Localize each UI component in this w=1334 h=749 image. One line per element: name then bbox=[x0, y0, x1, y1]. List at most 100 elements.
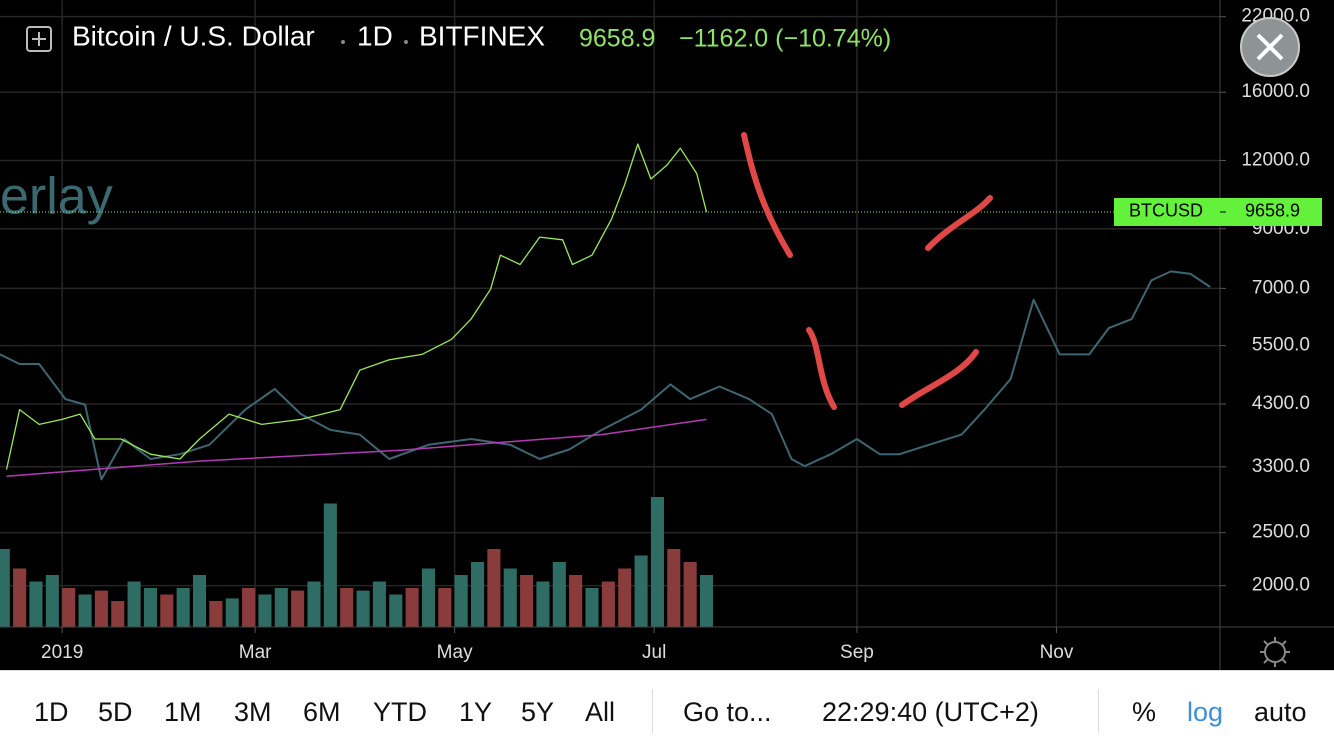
x-tick-label: Mar bbox=[239, 642, 272, 663]
volume-bar bbox=[503, 568, 517, 627]
add-symbol-icon[interactable] bbox=[26, 26, 52, 52]
dot bbox=[404, 40, 408, 44]
volume-bar bbox=[421, 568, 436, 627]
volume-bar bbox=[192, 575, 207, 627]
volume-bar bbox=[618, 568, 632, 627]
separator bbox=[652, 689, 653, 733]
separator bbox=[1098, 689, 1099, 733]
red-stroke bbox=[806, 327, 837, 410]
volume-bar bbox=[667, 549, 681, 627]
volume-bar bbox=[258, 594, 272, 627]
goto-button[interactable]: Go to... bbox=[683, 697, 772, 727]
volume-bar bbox=[372, 581, 386, 627]
range-button[interactable]: YTD bbox=[373, 697, 427, 727]
range-button[interactable]: 5Y bbox=[521, 697, 555, 727]
interval: 1D bbox=[357, 20, 393, 51]
price-line bbox=[0, 270, 1211, 481]
y-tick-label: 7000.0 bbox=[1252, 277, 1310, 298]
x-tick-label: May bbox=[437, 642, 473, 663]
price-badge bbox=[1114, 197, 1322, 226]
y-tick-label: 3300.0 bbox=[1252, 456, 1310, 477]
scale-option[interactable]: auto bbox=[1254, 697, 1307, 727]
volume-bar bbox=[552, 562, 566, 627]
volume-bar bbox=[242, 588, 256, 627]
y-tick-label: 5500.0 bbox=[1252, 335, 1310, 356]
red-stroke bbox=[925, 195, 993, 251]
red-stroke bbox=[899, 349, 979, 408]
volume-bar bbox=[487, 549, 501, 627]
range-button[interactable]: 5D bbox=[98, 697, 133, 727]
volume-bar bbox=[634, 555, 648, 627]
red-stroke bbox=[741, 132, 793, 258]
clock[interactable]: 22:29:40 (UTC+2) bbox=[822, 697, 1039, 727]
range-button[interactable]: All bbox=[585, 697, 616, 727]
price-line bbox=[5, 143, 708, 470]
volume-bar bbox=[389, 594, 403, 627]
volume-bar bbox=[405, 588, 419, 627]
volume-bar bbox=[340, 588, 354, 627]
y-tick-label: 12000.0 bbox=[1241, 149, 1310, 170]
range-button[interactable]: 1Y bbox=[459, 697, 493, 727]
volume-bar bbox=[176, 588, 190, 627]
volume-bar bbox=[650, 497, 664, 627]
volume-bar bbox=[438, 588, 452, 627]
volume-bar bbox=[45, 575, 59, 627]
volume-bar bbox=[569, 575, 583, 627]
range-button[interactable]: 1M bbox=[164, 697, 202, 727]
volume-bar bbox=[143, 588, 157, 627]
volume-bar bbox=[29, 581, 43, 627]
volume-bar bbox=[601, 581, 615, 627]
overlay-label: erlay bbox=[0, 168, 113, 226]
volume-bar bbox=[225, 598, 239, 627]
settings-teeth bbox=[1260, 637, 1290, 667]
volume-bar bbox=[13, 568, 27, 627]
range-button[interactable]: 3M bbox=[234, 697, 272, 727]
scale-option[interactable]: % bbox=[1132, 697, 1157, 727]
x-tick-label: 2019 bbox=[41, 642, 83, 663]
volume-bar bbox=[307, 581, 321, 627]
volume-bar bbox=[127, 581, 141, 627]
volume-bar bbox=[699, 575, 714, 627]
volume-bar bbox=[536, 581, 550, 627]
y-tick-label: 16000.0 bbox=[1241, 81, 1310, 102]
chart: erlay 22000.016000.012000.09000.07000.05… bbox=[0, 0, 1334, 670]
volume-bar bbox=[683, 562, 697, 627]
x-tick-label: Nov bbox=[1040, 642, 1074, 663]
volume-bar bbox=[356, 590, 370, 627]
plus bbox=[32, 32, 46, 46]
x-tick-label: Sep bbox=[840, 642, 874, 663]
scale-option[interactable]: log bbox=[1187, 697, 1224, 727]
volume-bar bbox=[78, 594, 92, 627]
badge-price: 9658.9 bbox=[1245, 201, 1300, 221]
volume-bar bbox=[454, 575, 468, 627]
volume-bar bbox=[111, 601, 125, 627]
dot bbox=[341, 40, 345, 44]
volume-bar bbox=[160, 594, 174, 627]
range-button[interactable]: 6M bbox=[303, 697, 341, 727]
annotation-strokes bbox=[741, 132, 993, 410]
y-tick-label: 2000.0 bbox=[1252, 575, 1310, 596]
close-icon bbox=[1256, 33, 1284, 61]
volume-bar bbox=[94, 590, 108, 627]
volume-bar bbox=[62, 588, 76, 627]
y-tick-label: 2500.0 bbox=[1252, 522, 1310, 543]
volume-bar bbox=[520, 575, 534, 627]
volume-bar bbox=[0, 549, 10, 627]
x-tick-label: Jul bbox=[642, 642, 666, 663]
range-button[interactable]: 1D bbox=[34, 697, 69, 727]
volume-bar bbox=[291, 590, 305, 627]
price-line bbox=[6, 418, 707, 478]
price-change: −1162.0 (−10.74%) bbox=[679, 25, 891, 53]
volume-bar bbox=[274, 588, 288, 627]
last-price: 9658.9 bbox=[579, 25, 655, 53]
toolbar: Go to... 22:29:40 (UTC+2) 1D 5D 1M 3M 6M YTD 1… bbox=[0, 670, 1334, 749]
volume-bar bbox=[323, 503, 337, 627]
volume-bar bbox=[209, 601, 223, 627]
badge-symbol: BTCUSD bbox=[1129, 201, 1203, 221]
volume-bar bbox=[470, 562, 485, 627]
symbol-title: Bitcoin / U.S. Dollar bbox=[72, 20, 315, 51]
volume-bar bbox=[585, 588, 599, 627]
exchange: BITFINEX bbox=[419, 20, 545, 51]
y-tick-label: 4300.0 bbox=[1252, 393, 1310, 414]
